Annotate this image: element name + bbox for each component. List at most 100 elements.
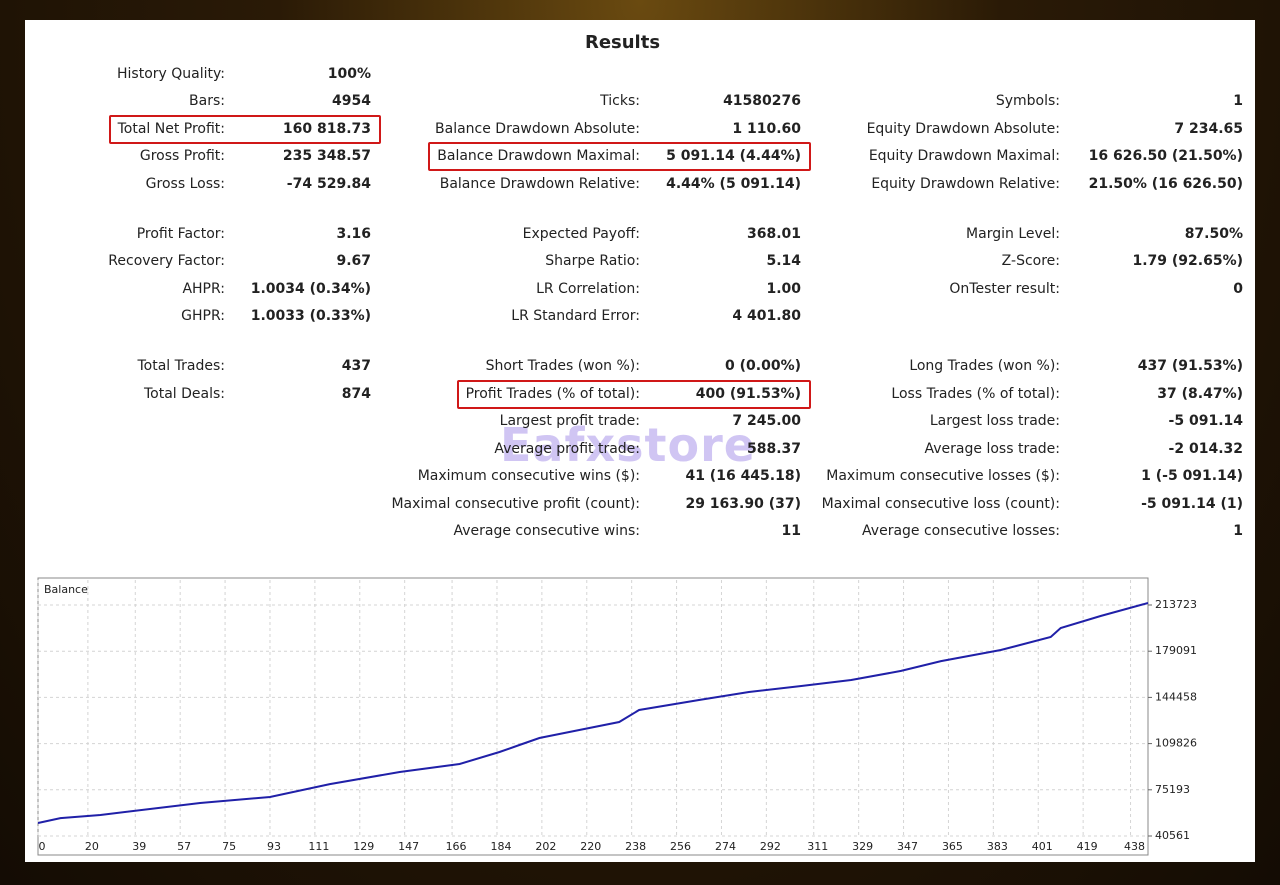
x-tick-label: 347 bbox=[897, 840, 918, 853]
stat-label: Sharpe Ratio: bbox=[545, 253, 640, 269]
chart-frame bbox=[37, 577, 1149, 856]
x-tick-label: 166 bbox=[446, 840, 467, 853]
x-tick-label: 111 bbox=[308, 840, 329, 853]
stat-value: 41 (16 445.18) bbox=[685, 468, 801, 484]
stat-label: Loss Trades (% of total): bbox=[891, 386, 1060, 402]
x-tick-label: 292 bbox=[760, 840, 781, 853]
x-tick-label: 147 bbox=[398, 840, 419, 853]
stat-label: LR Standard Error: bbox=[511, 308, 640, 324]
stat-label: Maximum consecutive losses ($): bbox=[826, 468, 1060, 484]
stat-value: 3.16 bbox=[336, 226, 371, 242]
stat-label: Balance Drawdown Maximal: bbox=[437, 148, 640, 164]
highlight-box bbox=[109, 115, 381, 144]
stat-value: 874 bbox=[341, 386, 371, 402]
stat-value: 7 234.65 bbox=[1174, 121, 1243, 137]
stat-label: Expected Payoff: bbox=[522, 226, 640, 242]
stat-value: -5 091.14 (1) bbox=[1141, 496, 1243, 512]
stat-label: Maximum consecutive wins ($): bbox=[417, 468, 640, 484]
stat-value: 4954 bbox=[332, 93, 371, 109]
highlight-box bbox=[428, 142, 811, 171]
stat-value: 5.14 bbox=[766, 253, 801, 269]
stat-label: Margin Level: bbox=[966, 226, 1060, 242]
stat-value: 4.44% (5 091.14) bbox=[666, 176, 801, 192]
stat-value: -74 529.84 bbox=[286, 176, 371, 192]
stat-label: Recovery Factor: bbox=[108, 253, 225, 269]
stat-label: GHPR: bbox=[181, 308, 225, 324]
stat-value: 41580276 bbox=[723, 93, 801, 109]
stat-label: Gross Profit: bbox=[139, 148, 225, 164]
results-title: Results bbox=[584, 32, 661, 53]
stat-label: Balance Drawdown Absolute: bbox=[435, 121, 640, 137]
y-tick-label: 75193 bbox=[1155, 783, 1190, 796]
stat-label: Maximal consecutive loss (count): bbox=[821, 496, 1060, 512]
stat-value: 1.79 (92.65%) bbox=[1132, 253, 1243, 269]
stat-label: History Quality: bbox=[117, 66, 225, 82]
x-tick-label: 256 bbox=[670, 840, 691, 853]
stat-label: OnTester result: bbox=[949, 281, 1060, 297]
x-tick-label: 57 bbox=[177, 840, 191, 853]
y-tick-label: 179091 bbox=[1155, 644, 1197, 657]
stat-label: Equity Drawdown Maximal: bbox=[868, 148, 1060, 164]
x-tick-label: 220 bbox=[580, 840, 601, 853]
x-tick-label: 202 bbox=[535, 840, 556, 853]
stat-label: Long Trades (won %): bbox=[909, 358, 1060, 374]
stat-label: Maximal consecutive profit (count): bbox=[391, 496, 640, 512]
y-tick-label: 40561 bbox=[1155, 829, 1190, 842]
stat-label: Equity Drawdown Relative: bbox=[871, 176, 1060, 192]
stat-label: Largest profit trade: bbox=[499, 413, 640, 429]
x-tick-label: 0 bbox=[39, 840, 46, 853]
stat-label: Total Trades: bbox=[137, 358, 226, 374]
x-tick-label: 238 bbox=[625, 840, 646, 853]
stat-value: 1.00 bbox=[766, 281, 801, 297]
stat-value: 37 (8.47%) bbox=[1157, 386, 1243, 402]
stat-value: 588.37 bbox=[746, 441, 801, 457]
stat-label: Average loss trade: bbox=[924, 441, 1060, 457]
stat-value: 87.50% bbox=[1184, 226, 1243, 242]
stat-label: Profit Trades (% of total): bbox=[465, 386, 640, 402]
stat-value: 400 (91.53%) bbox=[695, 386, 801, 402]
stat-value: -2 014.32 bbox=[1168, 441, 1243, 457]
stat-label: Largest loss trade: bbox=[929, 413, 1060, 429]
x-tick-label: 184 bbox=[490, 840, 511, 853]
stat-value: 9.67 bbox=[336, 253, 371, 269]
x-tick-label: 329 bbox=[852, 840, 873, 853]
x-tick-label: 274 bbox=[715, 840, 736, 853]
x-tick-label: 438 bbox=[1124, 840, 1145, 853]
stat-value: 1 bbox=[1233, 523, 1243, 539]
watermark: Eafxstore bbox=[500, 418, 757, 472]
stat-value: 7 245.00 bbox=[732, 413, 801, 429]
stat-label: Average profit trade: bbox=[494, 441, 640, 457]
x-tick-label: 419 bbox=[1077, 840, 1098, 853]
stat-label: Average consecutive wins: bbox=[453, 523, 640, 539]
stat-value: 21.50% (16 626.50) bbox=[1088, 176, 1243, 192]
y-tick-label: 109826 bbox=[1155, 737, 1197, 750]
stat-label: LR Correlation: bbox=[536, 281, 640, 297]
stat-value: 235 348.57 bbox=[282, 148, 371, 164]
stat-value: 11 bbox=[781, 523, 801, 539]
stat-value: 0 (0.00%) bbox=[725, 358, 801, 374]
stat-label: Short Trades (won %): bbox=[485, 358, 640, 374]
stat-value: 437 (91.53%) bbox=[1137, 358, 1243, 374]
stat-label: AHPR: bbox=[182, 281, 225, 297]
x-tick-label: 365 bbox=[942, 840, 963, 853]
stat-label: Gross Loss: bbox=[145, 176, 225, 192]
stat-value: 1.0033 (0.33%) bbox=[250, 308, 371, 324]
stat-label: Total Deals: bbox=[143, 386, 225, 402]
highlight-box bbox=[457, 380, 811, 409]
x-tick-label: 129 bbox=[353, 840, 374, 853]
stat-value: 437 bbox=[341, 358, 371, 374]
stat-value: -5 091.14 bbox=[1168, 413, 1243, 429]
stat-value: 0 bbox=[1233, 281, 1243, 297]
stat-value: 100% bbox=[327, 66, 371, 82]
stat-value: 1 bbox=[1233, 93, 1243, 109]
stat-value: 4 401.80 bbox=[732, 308, 801, 324]
stat-label: Equity Drawdown Absolute: bbox=[866, 121, 1060, 137]
balance-line bbox=[37, 602, 1149, 824]
x-tick-label: 39 bbox=[132, 840, 146, 853]
stat-label: Z-Score: bbox=[1001, 253, 1060, 269]
stat-value: 1.0034 (0.34%) bbox=[250, 281, 371, 297]
stat-label: Bars: bbox=[189, 93, 225, 109]
x-tick-label: 93 bbox=[267, 840, 281, 853]
